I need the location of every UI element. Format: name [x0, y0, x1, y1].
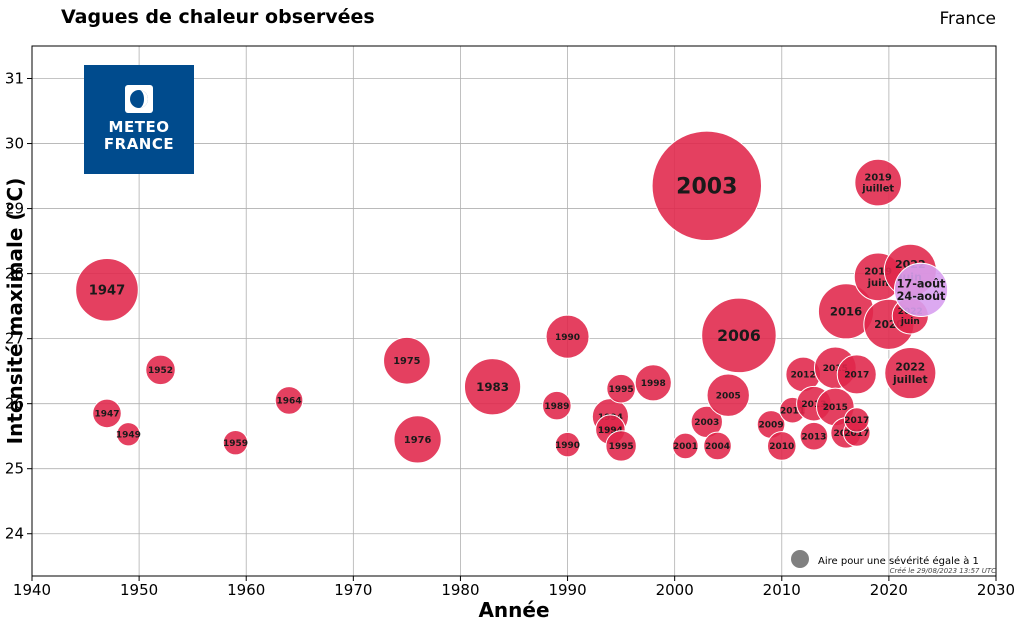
heatwave-bubble: [463, 358, 522, 416]
y-axis-ticks: 24 25 26 27 28 29 30 31: [5, 70, 32, 543]
bubble-label: 1947: [94, 410, 119, 420]
bubble-label: 1975: [393, 356, 420, 367]
x-tick-label: 2030: [977, 581, 1015, 599]
heatwave-bubble: [545, 314, 590, 359]
heatwave-bubble: [651, 130, 763, 242]
heatwave-bubble: [884, 347, 937, 400]
heatwave-bubble: [634, 364, 672, 402]
heatwave-bubble: [116, 422, 141, 447]
heatwave-bubble: [605, 430, 637, 462]
bubble-label: 2011: [780, 406, 805, 416]
x-tick-label: 1950: [120, 581, 158, 599]
x-tick-label: 1960: [227, 581, 265, 599]
bubble-label: 1990: [555, 441, 580, 451]
heatwave-bubble: [766, 431, 797, 461]
x-tick-label: 1940: [13, 581, 51, 599]
logo-line-2: FRANCE: [103, 135, 175, 153]
bubble-label: 1952: [148, 366, 173, 376]
y-tick-label: 31: [5, 70, 24, 88]
heatwave-bubble: [274, 386, 304, 415]
bubble-label: 2015: [823, 364, 848, 374]
bubble-label: 2004: [705, 442, 730, 452]
heatwave-bubble: [554, 431, 581, 458]
bubble-label: 2009: [759, 421, 784, 431]
heatwave-bubble: [92, 398, 122, 429]
x-tick-label: 1980: [441, 581, 479, 599]
bubble-label: 1949: [116, 430, 141, 440]
x-tick-label: 2000: [656, 581, 694, 599]
heatwave-bubble: [844, 407, 870, 433]
bubble-label: 2003: [676, 175, 737, 200]
bubble-label: 2019 juillet: [861, 172, 894, 194]
y-tick-label: 26: [5, 395, 24, 413]
bubble-label: 1959: [223, 439, 248, 449]
bubble-label: 2017: [844, 371, 869, 381]
bubble-label: 2015: [823, 403, 848, 413]
x-axis-label: Année: [478, 598, 549, 622]
heatwave-bubble: [799, 421, 829, 451]
chart-title: Vagues de chaleur observées: [61, 6, 375, 28]
x-tick-label: 2020: [870, 581, 908, 599]
heatwave-bubble: [836, 354, 877, 395]
bubble-label: 17-août 24-août: [897, 277, 946, 303]
bubble-label: 1995: [609, 385, 634, 395]
bubble-label: 1976: [404, 435, 432, 446]
y-tick-label: 28: [5, 265, 24, 283]
y-tick-label: 27: [5, 330, 24, 348]
y-tick-label: 24: [5, 525, 24, 543]
bubble-label: 2019 juin: [864, 267, 892, 290]
bubble-label: 1995: [609, 442, 634, 452]
logo-icon: [125, 85, 153, 113]
x-axis-ticks: 1940 1950 1960 1970 1980 1990 2000 2010 2020 2030: [13, 576, 1015, 599]
bubble-label: 1964: [277, 397, 302, 407]
heatwave-bubble: [701, 297, 777, 374]
bubble-label: 1998: [641, 379, 666, 389]
bubble-label: 2005: [716, 391, 741, 401]
bubble-label: 2022 juillet: [892, 361, 928, 386]
bubble-label: 2001: [673, 442, 698, 452]
bubble-label: 2017: [844, 416, 869, 426]
y-tick-label: 29: [5, 200, 24, 218]
heatwave-bubble: [606, 373, 636, 404]
heatwave-bubble: [222, 429, 249, 456]
heatwave-bubble: [706, 373, 750, 417]
y-axis-label: Intensité maximale (°C): [3, 178, 27, 445]
legend-marker: [791, 550, 809, 568]
heatwave-bubble: [703, 431, 732, 461]
bubble-label: 1947: [89, 284, 125, 299]
bubble-label: 2006: [717, 326, 761, 345]
x-tick-label: 2010: [763, 581, 801, 599]
x-tick-label: 1990: [548, 581, 586, 599]
bubble-label: 2013: [801, 432, 826, 442]
y-tick-label: 25: [5, 460, 24, 478]
bubble-label: 2003: [694, 418, 719, 428]
heatwave-bubble: [672, 432, 699, 460]
legend-label: Aire pour une sévérité égale à 1: [818, 555, 979, 567]
heatwave-bubble: [893, 262, 949, 317]
heatwave-bubble: [393, 415, 442, 464]
meteo-france-logo: METEO FRANCE: [84, 65, 194, 174]
bubble-label: 1989: [544, 402, 569, 412]
y-tick-label: 30: [5, 135, 24, 153]
bubble-label: 2012: [791, 371, 816, 381]
bubble-label: 1994: [598, 426, 623, 436]
bubble-label: 2010: [769, 442, 794, 452]
heatwave-bubble: [145, 354, 176, 386]
heatwave-bubble: [854, 158, 903, 207]
heatwave-bubble: [542, 390, 572, 421]
heatwave-bubble: [75, 258, 139, 322]
bubbles-layer: 1947 1947 1949 1952 1959 1964 1975 1976 1983 1989…: [75, 130, 949, 464]
bubble-label: 2016: [830, 304, 862, 318]
x-tick-label: 1970: [334, 581, 372, 599]
bubble-label: 2017: [844, 429, 869, 439]
bubble-label: 1983: [476, 380, 509, 394]
created-note: Créé le 29/08/2023 13:57 UTC: [890, 567, 996, 575]
logo-line-1: METEO: [108, 118, 170, 136]
plot-frame: [31, 45, 997, 577]
region-label: France: [939, 9, 996, 29]
bubble-label: 2013: [801, 400, 826, 410]
bubble-label: 1990: [555, 333, 580, 343]
heatwave-bubble: [383, 336, 431, 385]
